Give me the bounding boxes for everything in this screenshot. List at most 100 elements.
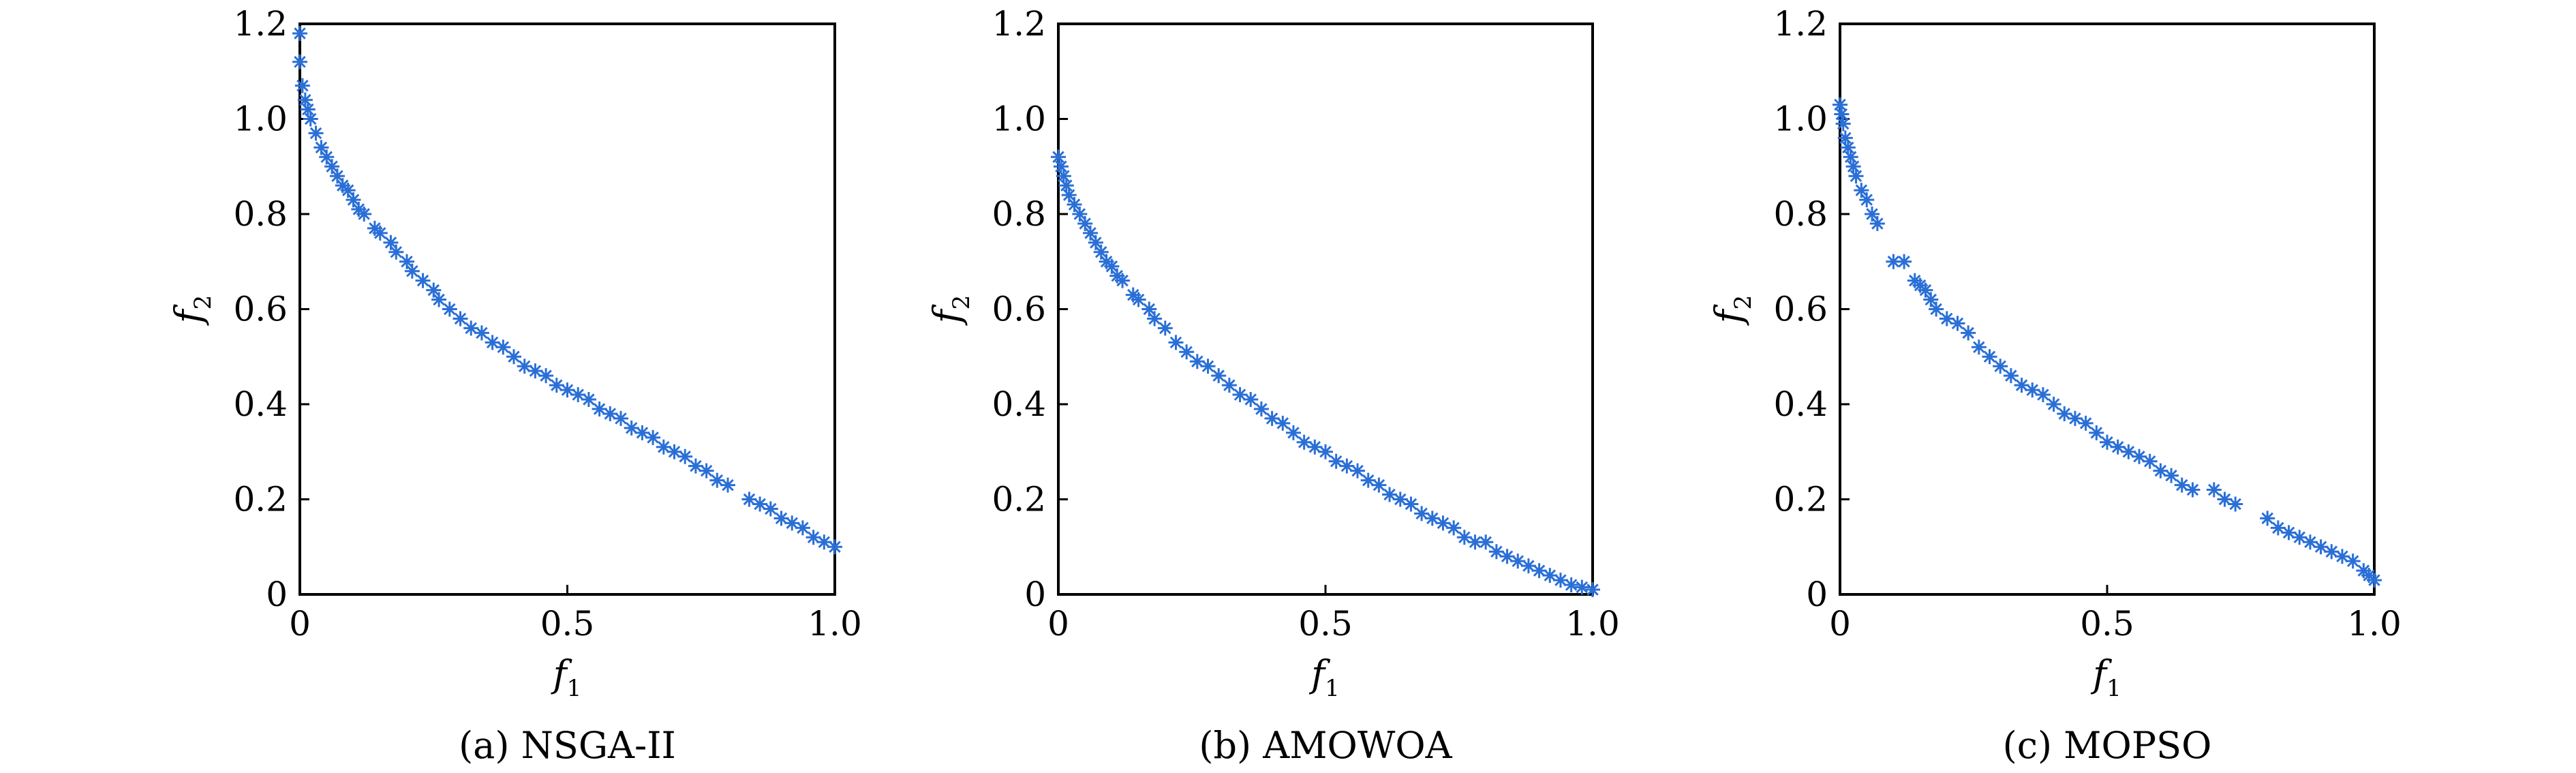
data-point	[346, 192, 361, 208]
y-tick-label: 0.2	[992, 480, 1046, 519]
y-tick-label: 0.2	[233, 480, 288, 519]
data-point	[463, 320, 479, 336]
data-point	[2153, 463, 2168, 479]
data-point	[453, 311, 468, 327]
data-point	[570, 387, 586, 403]
data-point	[415, 273, 431, 288]
data-point	[383, 234, 399, 250]
y-tick-label: 1.2	[992, 4, 1046, 44]
x-axis-label-sub: 1	[567, 675, 582, 702]
y-axis-label: f2	[1707, 295, 1757, 327]
data-point	[372, 225, 388, 241]
data-point	[294, 78, 310, 93]
y-tick-label: 0.6	[1773, 290, 1828, 329]
data-point	[592, 401, 607, 416]
data-point	[2217, 491, 2233, 507]
y-tick-label: 0	[1024, 575, 1046, 614]
data-point	[1563, 577, 1579, 593]
data-point	[2292, 530, 2307, 545]
data-point	[1307, 439, 1323, 455]
data-point	[1058, 178, 1074, 194]
data-point	[1168, 335, 1184, 350]
data-point	[2270, 520, 2286, 536]
data-point	[2003, 368, 2019, 384]
data-points	[1833, 97, 2382, 588]
data-point	[313, 140, 329, 155]
data-point	[1264, 410, 1280, 426]
panel-caption: (c) MOPSO	[2003, 724, 2212, 767]
data-point	[1848, 168, 1864, 184]
data-point	[1253, 401, 1269, 416]
data-point	[356, 207, 372, 222]
data-point	[1552, 573, 1568, 588]
data-point	[1275, 415, 1291, 431]
y-tick-label: 0.4	[992, 384, 1046, 424]
data-point	[2302, 534, 2318, 550]
data-point	[2078, 415, 2094, 431]
data-points	[292, 25, 842, 555]
data-point	[1061, 187, 1077, 203]
data-point	[1285, 425, 1301, 440]
chart-panel-3: 0 0.5 1.0 0 0.2 0.4 0.6 0.8 1.0 1.2 f1 f2 (c) MOPSO	[1707, 4, 2402, 767]
y-tick-label: 0.4	[233, 384, 288, 424]
data-points	[1051, 149, 1600, 598]
data-point	[1929, 301, 1944, 317]
data-point	[688, 458, 703, 474]
data-point	[1982, 349, 1997, 365]
data-point	[1837, 130, 1853, 146]
data-point	[527, 363, 543, 379]
data-point	[1179, 344, 1195, 360]
x-tick-label: 1.0	[808, 604, 862, 643]
data-point	[324, 159, 340, 175]
data-point	[806, 530, 821, 545]
data-point	[2174, 477, 2190, 493]
data-point	[1147, 311, 1163, 327]
data-point	[1157, 320, 1173, 336]
data-point	[2313, 539, 2329, 555]
data-point	[677, 449, 693, 464]
x-tick-label: 1.0	[1565, 604, 1620, 643]
data-point	[1414, 506, 1430, 521]
data-point	[303, 111, 318, 127]
x-axis-label: f1	[1308, 652, 1340, 702]
data-point	[1053, 159, 1069, 175]
chart-panel-2: 0 0.5 1.0 0 0.2 0.4 0.6 0.8 1.0 1.2 f1 f2 (b) AMOWOA	[925, 4, 1620, 767]
data-point	[1200, 359, 1216, 374]
data-point	[773, 511, 789, 526]
data-point	[1189, 354, 1205, 369]
plot-frame	[1057, 22, 1594, 596]
data-point	[1211, 368, 1227, 384]
data-point	[720, 477, 735, 493]
data-point	[1834, 106, 1850, 122]
data-point	[1918, 282, 1933, 298]
data-point	[752, 496, 768, 512]
y-tick-label: 0.4	[1773, 384, 1828, 424]
data-point	[1051, 149, 1066, 165]
x-tick-label: 0	[1047, 604, 1069, 643]
data-point	[1382, 487, 1398, 502]
x-tick-label: 0	[1829, 604, 1851, 643]
data-point	[602, 406, 618, 421]
y-tick-label: 0.8	[1773, 194, 1828, 234]
data-point	[2185, 482, 2201, 498]
y-axis-label-sub: 2	[1730, 295, 1757, 310]
data-point	[431, 292, 447, 307]
data-point	[1371, 477, 1387, 493]
data-point	[495, 339, 511, 355]
data-point	[1456, 530, 1472, 545]
data-point	[2260, 511, 2275, 526]
data-point	[1833, 97, 1847, 112]
data-point	[1574, 579, 1590, 595]
data-point	[1392, 491, 1408, 507]
data-point	[2046, 397, 2061, 412]
chart-panel-1: 0 0.5 1.0 0 0.2 0.4 0.6 0.8 1.0 1.2 f1 f2 (a) NSGA-I…	[167, 4, 862, 767]
y-axis-label-sub: 2	[189, 295, 217, 310]
data-point	[2089, 425, 2104, 440]
data-point	[1488, 544, 1504, 560]
data-point	[1843, 149, 1858, 165]
x-tick-label: 0.5	[540, 604, 595, 643]
y-axis-label: f2	[925, 295, 975, 327]
data-point	[634, 425, 650, 440]
data-point	[816, 534, 832, 550]
data-point	[2014, 378, 2029, 393]
